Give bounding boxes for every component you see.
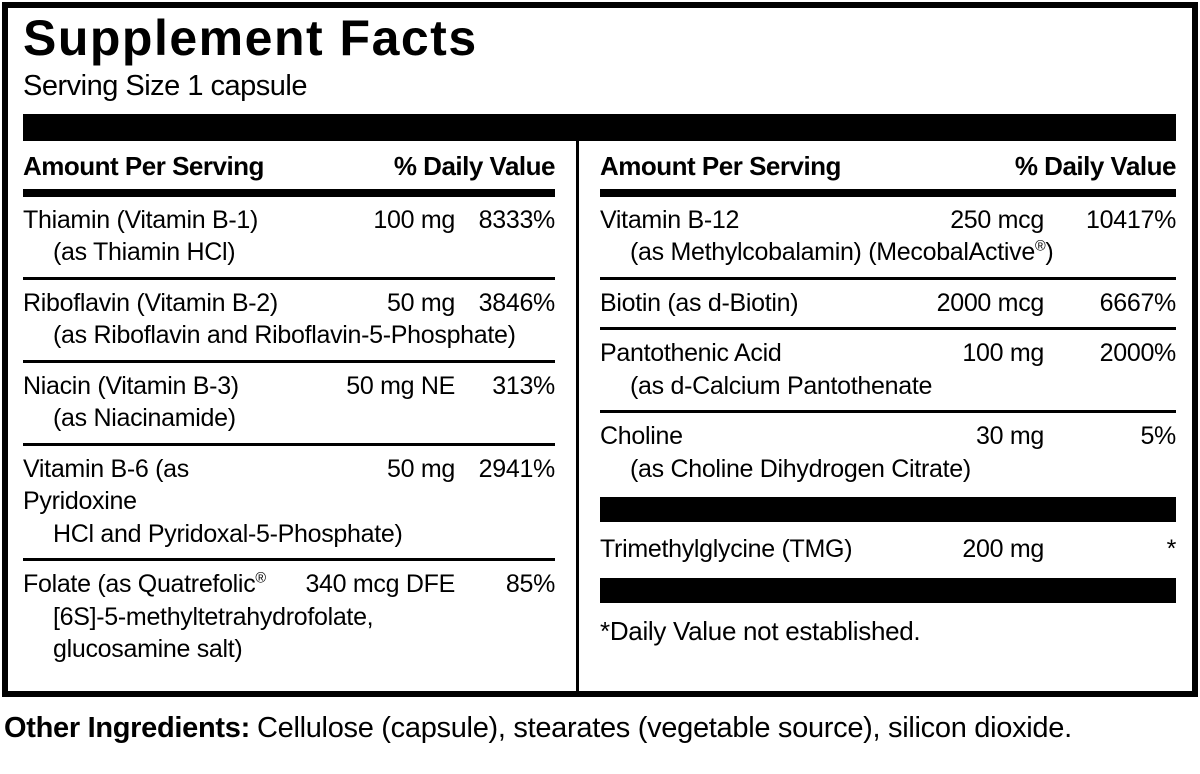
nutrient-source: (as d-Calcium Pantothenate <box>630 371 933 400</box>
nutrient-columns: Amount Per Serving % Daily Value Thiamin… <box>23 140 1177 691</box>
nutrient-row-pantothenic-acid: Pantothenic Acid 100 mg 2000% (as d-Calc… <box>600 327 1176 410</box>
nutrient-amount: 50 mg NE <box>346 371 455 400</box>
nutrient-daily-value: 313% <box>492 371 555 400</box>
registered-trademark-icon: ® <box>1034 239 1046 256</box>
serving-size: Serving Size 1 capsule <box>23 70 308 102</box>
daily-value-label: % Daily Value <box>393 150 556 181</box>
section-separator-bar <box>600 497 1176 523</box>
column-left: Amount Per Serving % Daily Value Thiamin… <box>23 141 556 691</box>
nutrient-daily-value: * <box>1166 535 1177 564</box>
nutrient-amount: 50 mg <box>387 288 455 317</box>
column-right-header: Amount Per Serving % Daily Value <box>600 141 1177 197</box>
amount-per-serving-label: Amount Per Serving <box>600 150 841 181</box>
nutrient-name: Biotin (as d-Biotin) <box>600 288 799 317</box>
nutrient-name: Folate (as Quatrefolic® <box>23 570 266 599</box>
nutrient-amount: 100 mg <box>962 339 1044 368</box>
section-separator-bar <box>600 577 1176 603</box>
nutrient-amount: 100 mg <box>373 205 455 234</box>
nutrient-source: (as Niacinamide) <box>53 404 236 433</box>
amount-per-serving-label: Amount Per Serving <box>23 150 264 181</box>
nutrient-amount: 2000 mcg <box>936 288 1045 317</box>
nutrient-name: Vitamin B-6 (as Pyridoxine <box>23 454 189 516</box>
nutrient-row-choline: Choline 30 mg 5% (as Choline Dihydrogen … <box>600 410 1176 493</box>
daily-value-label: % Daily Value <box>1014 150 1177 181</box>
nutrient-name: Pantothenic Acid <box>600 339 782 368</box>
nutrient-row-biotin: Biotin (as d-Biotin) 2000 mcg 6667% <box>600 276 1177 328</box>
column-left-header: Amount Per Serving % Daily Value <box>23 141 556 197</box>
nutrient-source: glucosamine salt) <box>53 635 243 664</box>
nutrient-row-trimethylglycine: Trimethylglycine (TMG) 200 mg * <box>600 526 1176 574</box>
nutrient-daily-value: 6667% <box>1099 288 1177 317</box>
nutrient-amount: 30 mg <box>976 422 1044 451</box>
nutrient-name: Niacin (Vitamin B-3) <box>23 371 239 400</box>
supplement-facts-panel: Supplement Facts Serving Size 1 capsule … <box>2 2 1198 697</box>
nutrient-source: (as Methylcobalamin) (MecobalActive®) <box>630 238 1054 267</box>
nutrient-daily-value: 85% <box>505 570 555 599</box>
nutrient-row-riboflavin: Riboflavin (Vitamin B-2) 50 mg 3846% (as… <box>23 276 556 360</box>
nutrient-daily-value: 5% <box>1140 422 1176 451</box>
nutrient-row-vitamin-b6: Vitamin B-6 (as Pyridoxine 50 mg 2941% H… <box>23 442 556 559</box>
nutrient-daily-value: 3846% <box>478 288 556 317</box>
nutrient-amount: 50 mg <box>387 454 455 483</box>
nutrient-name: Vitamin B-12 <box>600 205 740 234</box>
nutrient-daily-value: 2000% <box>1099 339 1177 368</box>
nutrient-name: Choline <box>600 422 683 451</box>
header-separator-bar <box>23 113 1176 141</box>
nutrient-amount: 250 mcg <box>950 205 1044 234</box>
nutrient-row-vitamin-b12: Vitamin B-12 250 mcg 10417% (as Methylco… <box>600 197 1176 277</box>
nutrient-row-niacin: Niacin (Vitamin B-3) 50 mg NE 313% (as N… <box>23 359 555 443</box>
nutrient-source: HCl and Pyridoxal-5-Phosphate) <box>53 519 403 548</box>
nutrient-source: (as Choline Dihydrogen Citrate) <box>630 454 971 483</box>
other-ingredients-text: Cellulose (capsule), stearates (vegetabl… <box>256 712 1072 744</box>
nutrient-row-folate: Folate (as Quatrefolic® 340 mcg DFE 85% … <box>23 558 555 674</box>
panel-title: Supplement Facts <box>23 10 478 66</box>
nutrient-name: Thiamin (Vitamin B-1) <box>23 205 258 234</box>
other-ingredients: Other Ingredients: Cellulose (capsule), s… <box>4 710 1194 746</box>
nutrient-name: Riboflavin (Vitamin B-2) <box>23 288 278 317</box>
column-right: Amount Per Serving % Daily Value Vitamin… <box>600 141 1177 691</box>
nutrient-daily-value: 10417% <box>1086 205 1176 234</box>
nutrient-row-thiamin: Thiamin (Vitamin B-1) 100 mg 8333% (as T… <box>23 197 555 277</box>
nutrient-daily-value: 8333% <box>478 205 556 234</box>
nutrient-name: Trimethylglycine (TMG) <box>600 535 853 564</box>
nutrient-source: [6S]-5-methyltetrahydrofolate, <box>53 602 374 631</box>
registered-trademark-icon: ® <box>255 571 266 588</box>
column-divider <box>576 140 579 691</box>
nutrient-source: (as Riboflavin and Riboflavin-5-Phosphat… <box>53 321 516 350</box>
nutrient-source: (as Thiamin HCl) <box>53 238 236 267</box>
nutrient-daily-value: 2941% <box>478 454 556 483</box>
other-ingredients-label: Other Ingredients: <box>4 712 250 744</box>
nutrient-amount: 200 mg <box>962 535 1044 564</box>
dv-footnote: *Daily Value not established. <box>600 615 921 646</box>
nutrient-amount: 340 mcg DFE <box>305 570 455 599</box>
